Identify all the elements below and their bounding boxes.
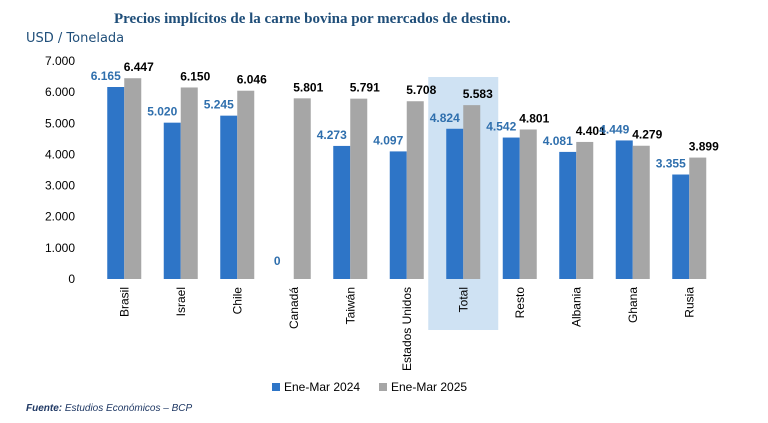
bar-2024 [220,115,238,279]
data-label: 5.245 [204,98,234,112]
y-unit-label: USD / Tonelada [26,31,125,46]
y-tick-label: 4.000 [45,147,75,161]
data-label: 4.097 [373,133,403,147]
data-label: 5.708 [406,83,436,97]
bar-2025 [576,141,594,279]
bar-2025 [237,90,255,279]
y-tick-label: 7.000 [45,54,75,68]
bar-2024 [672,174,690,279]
bar-2024 [615,140,633,279]
data-label: 6.046 [237,73,267,87]
y-tick-label: 5.000 [45,116,75,130]
data-label: 4.279 [632,128,662,142]
x-tick-label: Total [456,287,470,312]
bar-2025 [180,87,198,279]
legend-swatch [379,383,387,391]
chart-title: Precios implícitos de la carne bovina po… [114,11,511,27]
data-label: 5.801 [293,80,323,94]
legend-label: Ene-Mar 2024 [284,380,360,394]
x-tick-label: Canadá [287,287,301,329]
data-label: 4.449 [599,122,629,136]
data-label: 4.801 [519,111,549,125]
data-label: 0 [274,254,281,268]
bar-2024 [502,137,520,279]
bar-2025 [689,157,707,279]
bar-2024 [163,122,181,279]
x-tick-label: Chile [230,287,244,315]
data-label: 3.355 [656,157,686,171]
data-label: 6.165 [91,69,121,83]
data-label: 4.273 [317,128,347,142]
source-text: Estudios Económicos – BCP [62,403,193,414]
data-label: 4.824 [430,111,460,125]
data-label: 5.583 [463,87,493,101]
bar-2025 [124,78,142,279]
bar-2025 [632,145,650,279]
x-tick-label: Rusia [682,287,696,318]
source-prefix: Fuente: [26,403,63,414]
bar-2024 [389,151,407,279]
data-label: 4.542 [486,120,516,134]
y-tick-label: 3.000 [45,179,75,193]
bar-2025 [350,98,368,280]
x-tick-label: Resto [513,287,527,319]
data-label: 6.150 [180,69,210,83]
y-tick-label: 1.000 [45,241,75,255]
x-tick-label: Israel [174,287,188,316]
x-tick-label: Brasil [117,287,131,317]
x-tick-label: Ghana [626,287,640,323]
bar-2024 [333,145,351,279]
data-label: 5.791 [350,81,380,95]
bar-2025 [293,98,311,279]
legend-label: Ene-Mar 2025 [391,380,467,394]
source-note: Fuente: Estudios Económicos – BCP [26,403,192,414]
bar-2025 [519,129,537,279]
bar-2024 [446,128,464,279]
x-tick-label: Estados Unidos [400,287,414,371]
data-label: 4.081 [543,134,573,148]
data-label: 5.020 [147,105,177,119]
legend-swatch [272,383,280,391]
bar-2024 [107,87,125,279]
bar-2025 [406,101,424,279]
data-label: 4.401 [576,124,606,138]
data-label: 6.447 [124,60,154,74]
data-label: 3.899 [689,140,719,154]
x-tick-label: Taiwán [343,287,357,324]
y-tick-label: 2.000 [45,210,75,224]
y-tick-label: 6.000 [45,85,75,99]
bar-2025 [463,105,481,279]
y-tick-label: 0 [68,272,75,286]
bar-2024 [559,151,577,279]
x-tick-label: Albania [569,287,583,327]
